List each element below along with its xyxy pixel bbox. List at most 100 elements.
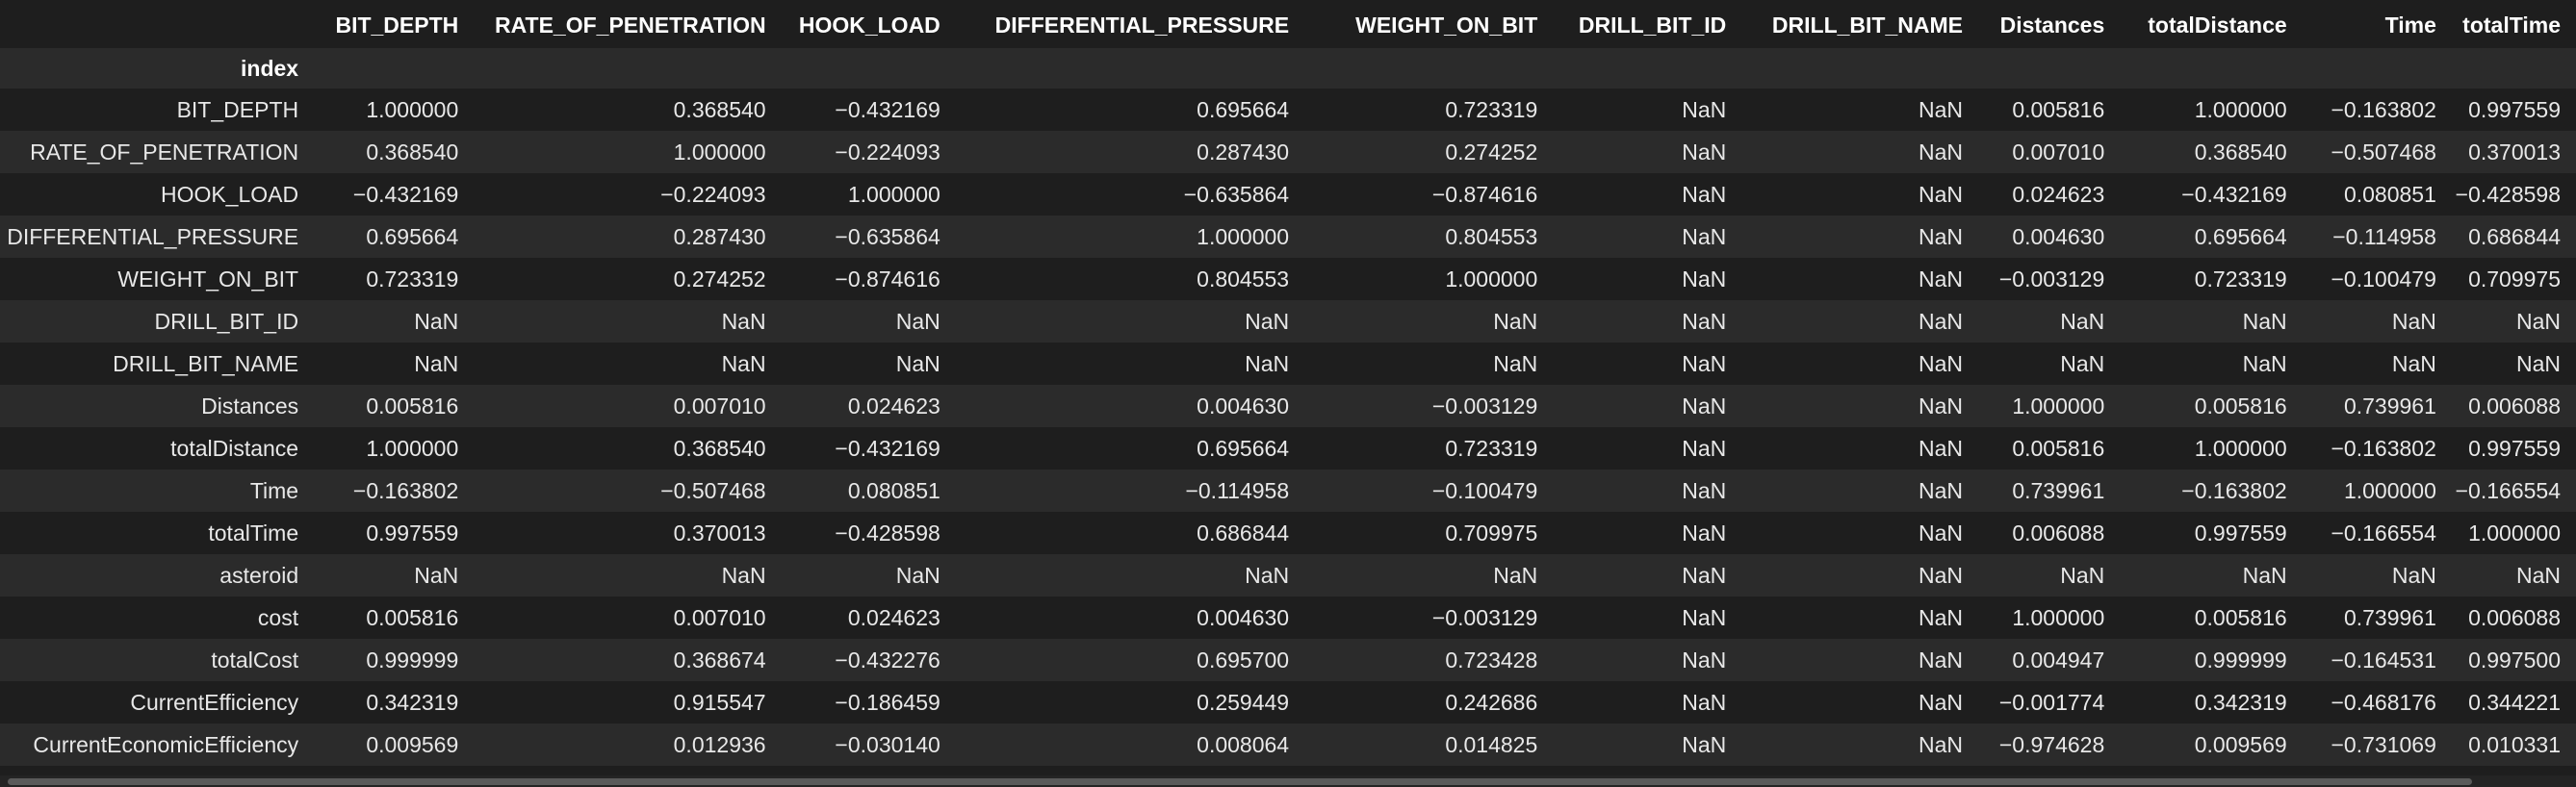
table-cell: NaN xyxy=(1553,89,1742,131)
column-header: DRILL_BIT_NAME xyxy=(1741,0,1978,48)
table-cell: 1.000000 xyxy=(474,131,782,173)
table-cell: −0.432276 xyxy=(781,639,956,681)
table-cell: 0.686844 xyxy=(955,512,1305,554)
row-label: WEIGHT_ON_BIT xyxy=(0,258,315,300)
table-cell: 1.000000 xyxy=(2302,470,2452,512)
table-cell: 0.709975 xyxy=(2451,258,2576,300)
table-cell: NaN xyxy=(1553,343,1742,385)
index-header-blank xyxy=(2451,48,2576,89)
horizontal-scrollbar[interactable] xyxy=(0,775,2576,787)
table-cell: 0.695664 xyxy=(955,427,1305,470)
table-cell: 0.014825 xyxy=(1304,724,1554,766)
table-row: cost 0.005816 0.007010 0.024623 0.004630 −0.0… xyxy=(0,597,2576,639)
table-cell: NaN xyxy=(2302,343,2452,385)
table-cell: NaN xyxy=(1553,131,1742,173)
row-label: Time xyxy=(0,470,315,512)
table-cell: 0.259449 xyxy=(955,681,1305,724)
table-cell: NaN xyxy=(314,554,475,597)
table-cell: NaN xyxy=(1553,300,1742,343)
table-cell: NaN xyxy=(781,343,956,385)
table-row: CurrentEfficiency 0.342319 0.915547 −0.1864… xyxy=(0,681,2576,724)
table-cell: 0.006088 xyxy=(1977,512,2121,554)
table-cell: 1.000000 xyxy=(2120,89,2303,131)
corner-header-cell xyxy=(0,0,315,48)
table-cell: NaN xyxy=(1553,258,1742,300)
table-row: Distances 0.005816 0.007010 0.024623 0.00463… xyxy=(0,385,2576,427)
table-cell: −0.003129 xyxy=(1304,597,1554,639)
table-cell: 1.000000 xyxy=(314,89,475,131)
table-cell: 0.695664 xyxy=(314,216,475,258)
table-cell: NaN xyxy=(1977,300,2121,343)
table-cell: 0.005816 xyxy=(2120,385,2303,427)
row-label: DRILL_BIT_ID xyxy=(0,300,315,343)
table-cell: −0.030140 xyxy=(781,724,956,766)
column-header: DIFFERENTIAL_PRESSURE xyxy=(955,0,1305,48)
column-header: totalTime xyxy=(2451,0,2576,48)
table-cell: 0.723319 xyxy=(1304,89,1554,131)
table-cell: NaN xyxy=(1553,681,1742,724)
table-cell: 0.739961 xyxy=(2302,385,2452,427)
table-cell: −0.432169 xyxy=(314,173,475,216)
column-header-row: BIT_DEPTH RATE_OF_PENETRATION HOOK_LOAD DIF… xyxy=(0,0,2576,48)
table-cell: −0.432169 xyxy=(781,427,956,470)
table-cell: 0.005816 xyxy=(314,597,475,639)
table-cell: 0.723319 xyxy=(1304,427,1554,470)
column-header: totalDistance xyxy=(2120,0,2303,48)
row-label: CurrentEconomicEfficiency xyxy=(0,724,315,766)
table-cell: −0.874616 xyxy=(781,258,956,300)
table-cell: 0.080851 xyxy=(781,470,956,512)
table-cell: NaN xyxy=(474,300,782,343)
table-cell: NaN xyxy=(2120,343,2303,385)
table-cell: 1.000000 xyxy=(2120,427,2303,470)
table-cell: 0.005816 xyxy=(1977,89,2121,131)
table-cell: NaN xyxy=(2451,554,2576,597)
table-cell: NaN xyxy=(1741,597,1978,639)
table-cell: −0.003129 xyxy=(1977,258,2121,300)
table-cell: −0.164531 xyxy=(2302,639,2452,681)
column-header: WEIGHT_ON_BIT xyxy=(1304,0,1554,48)
horizontal-scrollbar-thumb[interactable] xyxy=(8,778,2472,785)
table-cell: 1.000000 xyxy=(781,173,956,216)
row-label: asteroid xyxy=(0,554,315,597)
table-cell: 0.009569 xyxy=(2120,724,2303,766)
index-header-blank xyxy=(1553,48,1742,89)
table-cell: NaN xyxy=(1741,554,1978,597)
column-header: Distances xyxy=(1977,0,2121,48)
table-cell: NaN xyxy=(1741,427,1978,470)
table-cell: 0.004630 xyxy=(1977,216,2121,258)
table-cell: −0.166554 xyxy=(2302,512,2452,554)
column-header: Time xyxy=(2302,0,2452,48)
table-cell: 0.370013 xyxy=(474,512,782,554)
table-cell: −0.635864 xyxy=(781,216,956,258)
table-row: DRILL_BIT_ID NaN NaN NaN NaN NaN NaN NaN NaN NaN N… xyxy=(0,300,2576,343)
table-cell: 0.080851 xyxy=(2302,173,2452,216)
table-cell: 0.005816 xyxy=(1977,427,2121,470)
row-label: totalTime xyxy=(0,512,315,554)
table-cell: 0.695664 xyxy=(2120,216,2303,258)
table-cell: −0.468176 xyxy=(2302,681,2452,724)
table-cell: 0.287430 xyxy=(955,131,1305,173)
table-cell: 0.006088 xyxy=(2451,597,2576,639)
table-cell: 0.723319 xyxy=(314,258,475,300)
table-cell: −0.974628 xyxy=(1977,724,2121,766)
table-cell: −0.635864 xyxy=(955,173,1305,216)
table-cell: 0.997559 xyxy=(2451,427,2576,470)
table-cell: −0.731069 xyxy=(2302,724,2452,766)
table-row: HOOK_LOAD −0.432169 −0.224093 1.000000 −0.63… xyxy=(0,173,2576,216)
table-cell: NaN xyxy=(1741,512,1978,554)
table-cell: NaN xyxy=(314,343,475,385)
table-row: totalCost 0.999999 0.368674 −0.432276 0.6957… xyxy=(0,639,2576,681)
table-cell: NaN xyxy=(1741,470,1978,512)
table-cell: NaN xyxy=(1553,470,1742,512)
table-cell: 0.005816 xyxy=(314,385,475,427)
table-cell: −0.100479 xyxy=(1304,470,1554,512)
row-label: RATE_OF_PENETRATION xyxy=(0,131,315,173)
table-cell: 0.004947 xyxy=(1977,639,2121,681)
table-cell: −0.224093 xyxy=(781,131,956,173)
table-cell: −0.874616 xyxy=(1304,173,1554,216)
correlation-table: BIT_DEPTH RATE_OF_PENETRATION HOOK_LOAD DIF… xyxy=(0,0,2576,766)
table-cell: 0.344221 xyxy=(2451,681,2576,724)
table-cell: NaN xyxy=(1741,681,1978,724)
table-cell: NaN xyxy=(2120,554,2303,597)
table-cell: NaN xyxy=(1553,385,1742,427)
